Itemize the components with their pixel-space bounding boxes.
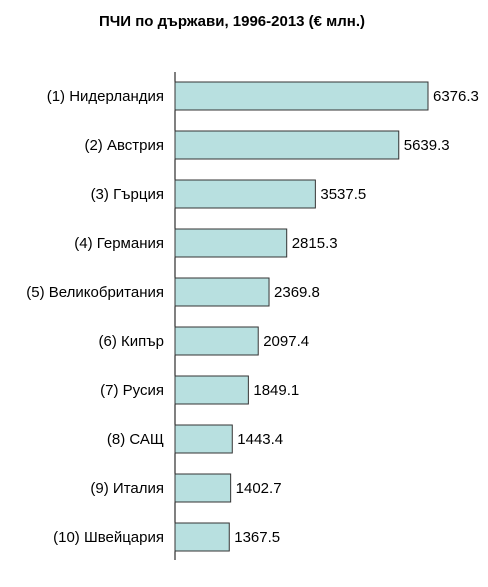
bar — [174, 277, 270, 307]
y-tick-label: (4) Германия — [74, 235, 164, 252]
value-label: 5639.3 — [404, 137, 450, 154]
y-tick-label: (6) Кипър — [99, 333, 164, 350]
bar — [174, 81, 429, 111]
bar — [174, 375, 249, 405]
value-label: 1849.1 — [253, 382, 299, 399]
value-label: 6376.3 — [433, 88, 479, 105]
bar — [174, 424, 233, 454]
value-label: 2369.8 — [274, 284, 320, 301]
y-tick-label: (8) САЩ — [107, 431, 164, 448]
y-tick-label: (7) Русия — [100, 382, 164, 399]
value-label: 2815.3 — [292, 235, 338, 252]
bar — [174, 522, 230, 552]
bar — [174, 179, 316, 209]
y-tick-label: (9) Италия — [90, 480, 164, 497]
y-tick-label: (5) Великобритания — [26, 284, 164, 301]
y-tick-label: (1) Нидерландия — [47, 88, 164, 105]
bar — [174, 130, 400, 160]
bar — [174, 326, 259, 356]
value-label: 1402.7 — [236, 480, 282, 497]
y-tick-label: (10) Швейцария — [53, 529, 164, 546]
y-tick-label: (2) Австрия — [84, 137, 164, 154]
bar — [174, 473, 232, 503]
chart-title: ПЧИ по държави, 1996-2013 (€ млн.) — [99, 13, 365, 30]
value-label: 1367.5 — [234, 529, 280, 546]
value-label: 3537.5 — [320, 186, 366, 203]
value-label: 1443.4 — [237, 431, 283, 448]
y-tick-label: (3) Гърция — [91, 186, 164, 203]
bar — [174, 228, 288, 258]
value-label: 2097.4 — [263, 333, 309, 350]
